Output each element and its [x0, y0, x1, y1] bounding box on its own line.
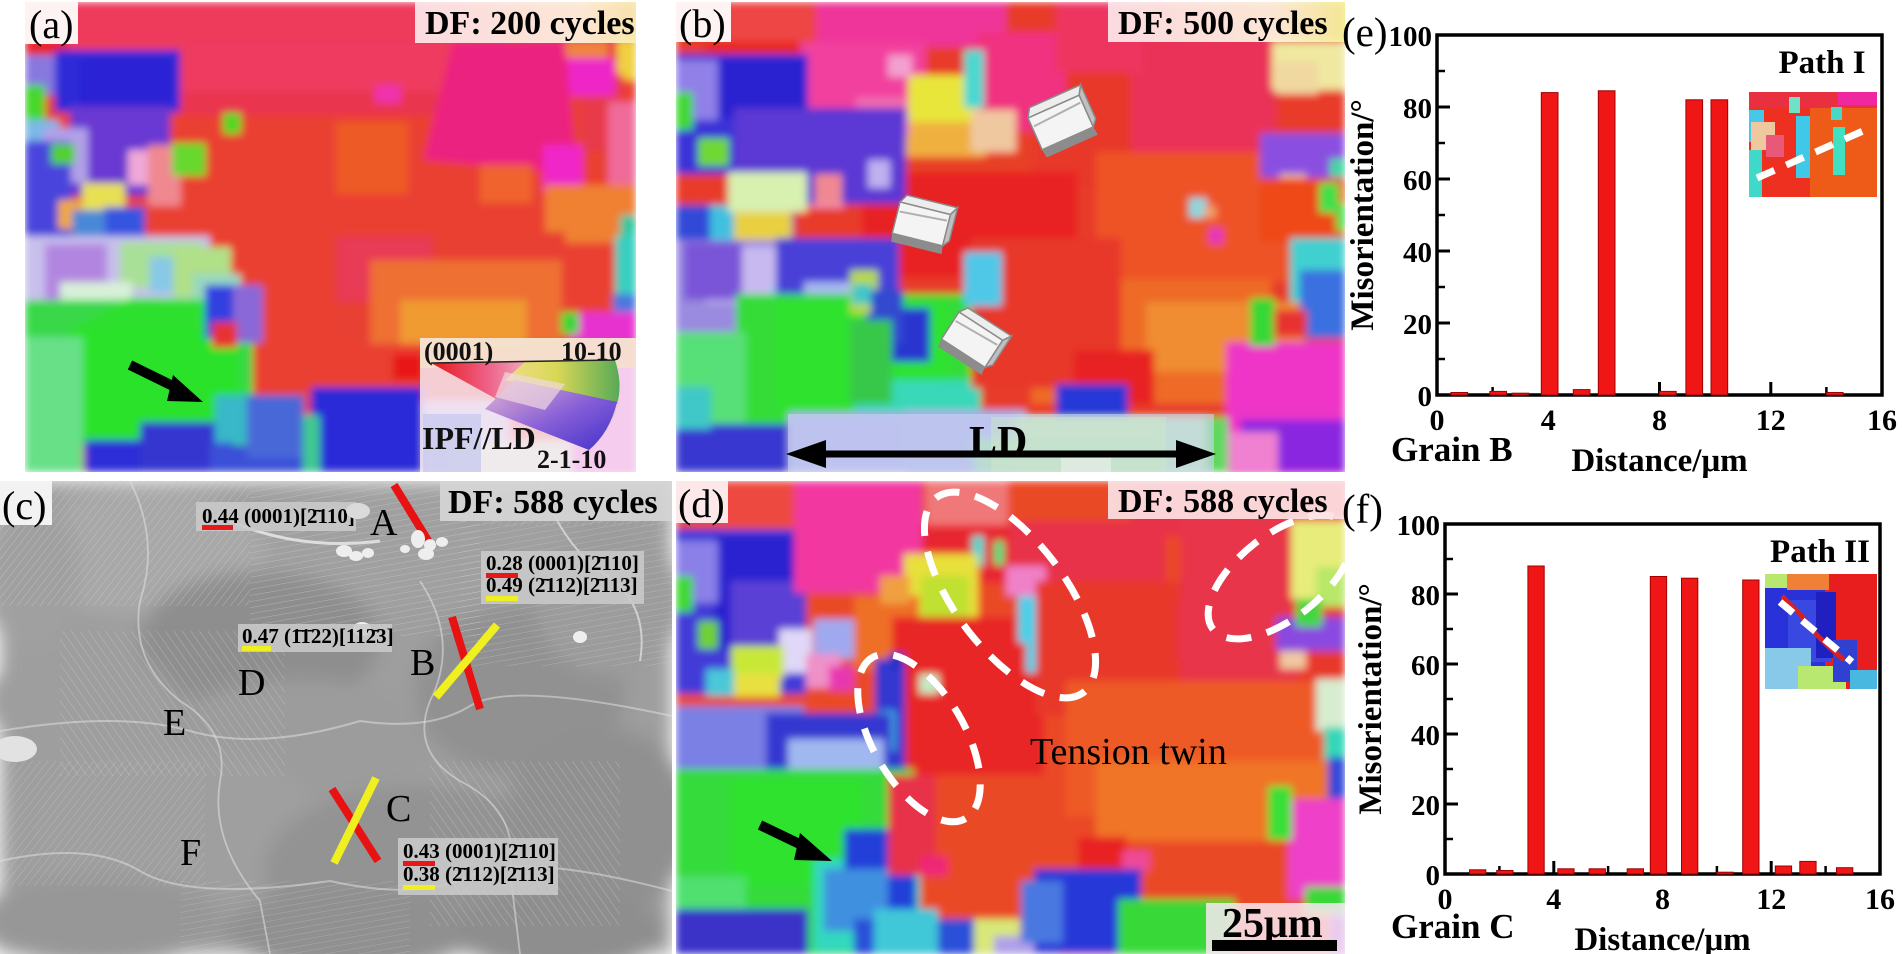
- svg-text:16: 16: [1865, 883, 1895, 916]
- svg-text:0.28 (0001)[2̄110]: 0.28 (0001)[2̄110]: [486, 551, 639, 575]
- svg-text:Misorientation/°: Misorientation/°: [1353, 583, 1389, 814]
- svg-text:DF: 588 cycles: DF: 588 cycles: [1118, 483, 1328, 520]
- svg-text:Distance/μm: Distance/μm: [1574, 922, 1750, 954]
- svg-text:Distance/μm: Distance/μm: [1571, 443, 1747, 479]
- svg-text:0: 0: [1438, 883, 1453, 916]
- svg-text:40: 40: [1403, 237, 1432, 269]
- svg-text:12: 12: [1756, 883, 1786, 916]
- svg-text:0.49 (2̄112)[2̄113]: 0.49 (2̄112)[2̄113]: [486, 573, 638, 597]
- svg-text:Tension twin: Tension twin: [1030, 731, 1227, 773]
- svg-text:DF: 500 cycles: DF: 500 cycles: [1118, 5, 1328, 42]
- svg-text:(d): (d): [678, 481, 725, 526]
- svg-text:8: 8: [1652, 404, 1667, 437]
- svg-text:D: D: [238, 662, 265, 704]
- svg-text:8: 8: [1655, 883, 1670, 916]
- svg-text:25μm: 25μm: [1222, 901, 1323, 947]
- svg-text:0: 0: [1418, 381, 1433, 413]
- svg-text:(f): (f): [1342, 486, 1383, 532]
- svg-text:Grain C: Grain C: [1391, 907, 1514, 946]
- svg-text:2-1-10: 2-1-10: [537, 445, 606, 472]
- svg-text:16: 16: [1867, 404, 1897, 437]
- svg-text:(a): (a): [29, 2, 73, 47]
- svg-text:10-10: 10-10: [561, 337, 622, 366]
- svg-text:0: 0: [1430, 404, 1445, 437]
- svg-text:4: 4: [1546, 883, 1561, 916]
- svg-text:C: C: [386, 788, 411, 830]
- svg-text:(e): (e): [1342, 9, 1388, 55]
- svg-text:DF: 200 cycles: DF: 200 cycles: [425, 5, 635, 42]
- svg-text:20: 20: [1403, 309, 1432, 341]
- svg-text:(c): (c): [2, 483, 46, 528]
- svg-text:Misorientation/°: Misorientation/°: [1345, 99, 1381, 330]
- svg-text:0: 0: [1426, 860, 1441, 892]
- svg-text:0.38 (2̄112)[2̄113]: 0.38 (2̄112)[2̄113]: [403, 862, 555, 886]
- svg-text:80: 80: [1403, 93, 1432, 125]
- svg-text:100: 100: [1389, 21, 1433, 53]
- svg-text:(0001): (0001): [424, 337, 493, 366]
- svg-text:60: 60: [1411, 650, 1440, 682]
- svg-text:12: 12: [1756, 404, 1786, 437]
- svg-text:80: 80: [1411, 580, 1440, 612]
- svg-text:100: 100: [1397, 510, 1441, 542]
- svg-text:0.43 (0001)[2̄110]: 0.43 (0001)[2̄110]: [403, 839, 556, 863]
- svg-text:F: F: [180, 832, 201, 874]
- svg-text:B: B: [410, 642, 435, 684]
- svg-text:40: 40: [1411, 720, 1440, 752]
- svg-text:60: 60: [1403, 165, 1432, 197]
- svg-text:Path I: Path I: [1778, 45, 1865, 81]
- svg-text:(b): (b): [679, 2, 726, 46]
- svg-text:Path II: Path II: [1770, 534, 1870, 570]
- svg-text:4: 4: [1541, 404, 1556, 437]
- svg-text:Grain B: Grain B: [1391, 430, 1513, 469]
- svg-text:0.47 (1̄1̄22)[112̄3]: 0.47 (1̄1̄22)[112̄3]: [242, 624, 394, 648]
- svg-text:E: E: [163, 702, 186, 744]
- svg-text:A: A: [370, 502, 398, 544]
- svg-text:20: 20: [1411, 790, 1440, 822]
- svg-text:0.44 (0001)[2̄110]: 0.44 (0001)[2̄110]: [202, 504, 355, 528]
- svg-text:IPF//LD: IPF//LD: [422, 420, 536, 456]
- svg-text:DF: 588 cycles: DF: 588 cycles: [448, 484, 658, 521]
